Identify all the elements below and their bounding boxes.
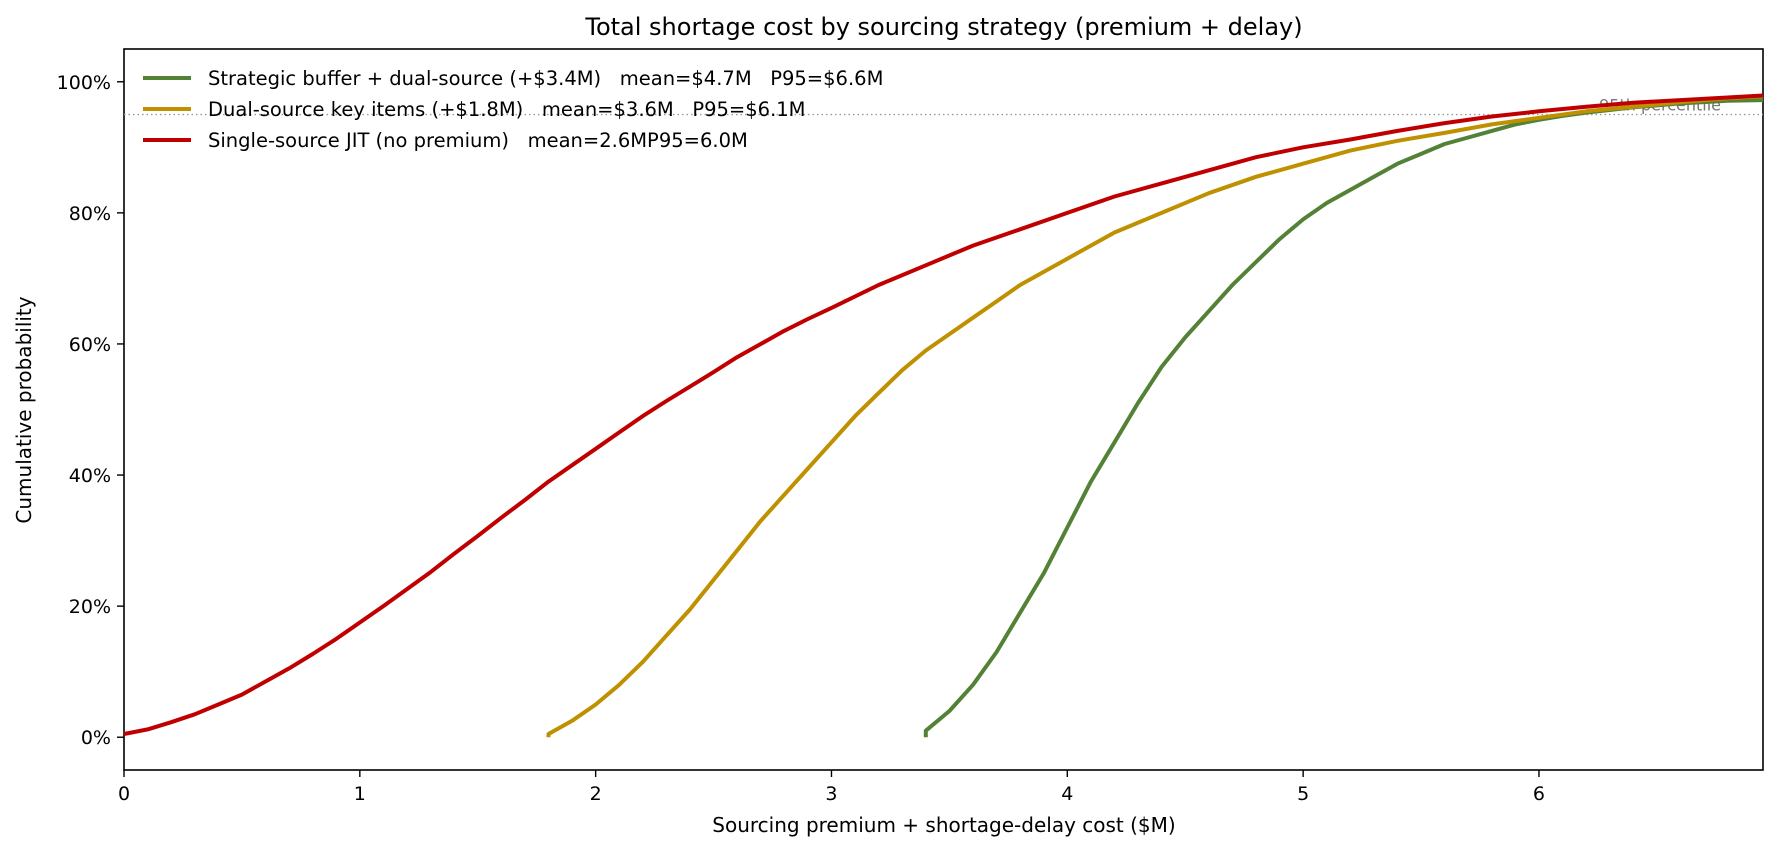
- x-tick-label: 6: [1533, 783, 1545, 805]
- x-tick-label: 5: [1297, 783, 1309, 805]
- x-tick-label: 2: [590, 783, 602, 805]
- x-axis-title: Sourcing premium + shortage-delay cost (…: [712, 813, 1175, 837]
- legend-label-1: Dual-source key items (+$1.8M) mean=$3.6…: [208, 98, 806, 121]
- legend-label-0: Strategic buffer + dual-source (+$3.4M) …: [208, 67, 883, 90]
- series-line-2: [123, 93, 1764, 736]
- y-tick-label: 0%: [81, 727, 111, 749]
- series-lines-group: [123, 93, 1764, 738]
- x-tick-label: 3: [825, 783, 837, 805]
- x-tick-label: 4: [1061, 783, 1073, 805]
- y-tick-label: 80%: [69, 203, 111, 225]
- plot-area-frame: [123, 48, 1764, 771]
- y-tick-label: 40%: [69, 465, 111, 487]
- y-axis-ticks: 0% 20% 40% 60% 80% 100%: [57, 72, 124, 749]
- legend: Strategic buffer + dual-source (+$3.4M) …: [143, 67, 883, 152]
- series-line-1: [546, 94, 1764, 738]
- x-tick-label: 0: [118, 783, 130, 805]
- y-tick-label: 60%: [69, 334, 111, 356]
- chart-title: Total shortage cost by sourcing strategy…: [584, 13, 1302, 41]
- legend-label-2: Single-source JIT (no premium) mean=2.6M…: [208, 129, 748, 152]
- series-line-0: [923, 98, 1764, 738]
- x-axis-ticks: 0 1 2 3 4 5 6: [118, 770, 1545, 805]
- y-tick-label: 100%: [57, 72, 111, 94]
- y-axis-title: Cumulative probability: [12, 296, 36, 523]
- y-tick-label: 20%: [69, 596, 111, 618]
- x-tick-label: 1: [354, 783, 366, 805]
